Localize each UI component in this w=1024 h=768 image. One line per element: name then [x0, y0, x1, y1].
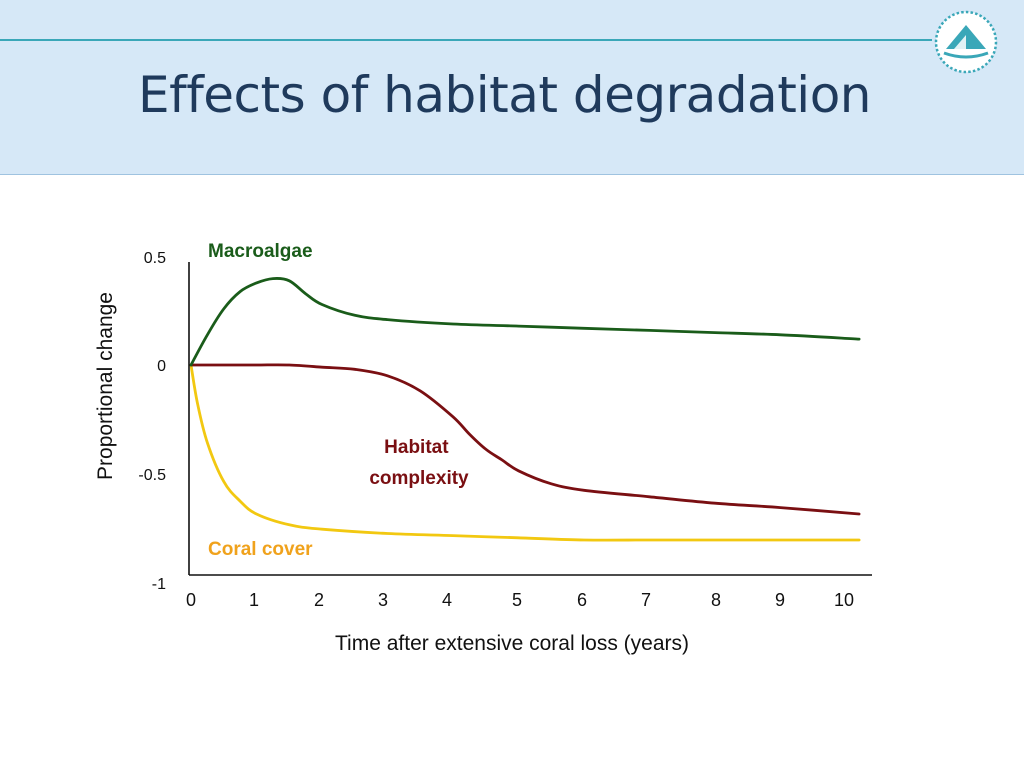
series-label-macroalgae: Macroalgae — [208, 241, 313, 262]
x-tick-label: 7 — [641, 590, 651, 610]
series-label-habitat-line-1: Habitat — [384, 437, 449, 458]
x-axis-title: Time after extensive coral loss (years) — [335, 632, 689, 655]
series-line-macroalgae — [189, 277, 861, 367]
x-tick-label: 5 — [512, 590, 522, 610]
series-label-coral-cover: Coral cover — [208, 539, 313, 560]
y-tick-label: 0 — [157, 358, 166, 375]
x-tick-label: 2 — [314, 590, 324, 610]
header-rule — [0, 39, 932, 41]
y-tick-label: 0.5 — [144, 250, 166, 267]
y-axis-title: Proportional change — [94, 292, 117, 480]
x-tick-label: 6 — [577, 590, 587, 610]
slide-header: Effects of habitat degradation — [0, 0, 1024, 175]
y-tick-label: -0.5 — [138, 467, 166, 484]
x-tick-label: 4 — [442, 590, 452, 610]
series-line-coral-cover — [189, 363, 861, 542]
y-tick-label: -1 — [152, 576, 166, 593]
x-tick-label: 0 — [186, 590, 196, 610]
series-label-habitat-line-2: complexity — [369, 468, 469, 489]
page-title: Effects of habitat degradation — [138, 66, 871, 124]
x-tick-label: 9 — [775, 590, 785, 610]
series-line-habitat-complexity — [189, 363, 861, 516]
x-tick-label: 8 — [711, 590, 721, 610]
series-label-habitat-complexity: Habitat complexity — [369, 437, 469, 489]
x-tick-labels: 0 1 2 3 4 5 6 7 8 9 10 — [186, 590, 854, 610]
sailboat-logo-icon — [934, 10, 998, 74]
x-tick-label: 1 — [249, 590, 259, 610]
y-tick-labels: 0.5 0 -0.5 -1 — [138, 250, 166, 593]
x-tick-label: 10 — [834, 590, 854, 610]
x-tick-label: 3 — [378, 590, 388, 610]
series-lines — [189, 277, 861, 542]
